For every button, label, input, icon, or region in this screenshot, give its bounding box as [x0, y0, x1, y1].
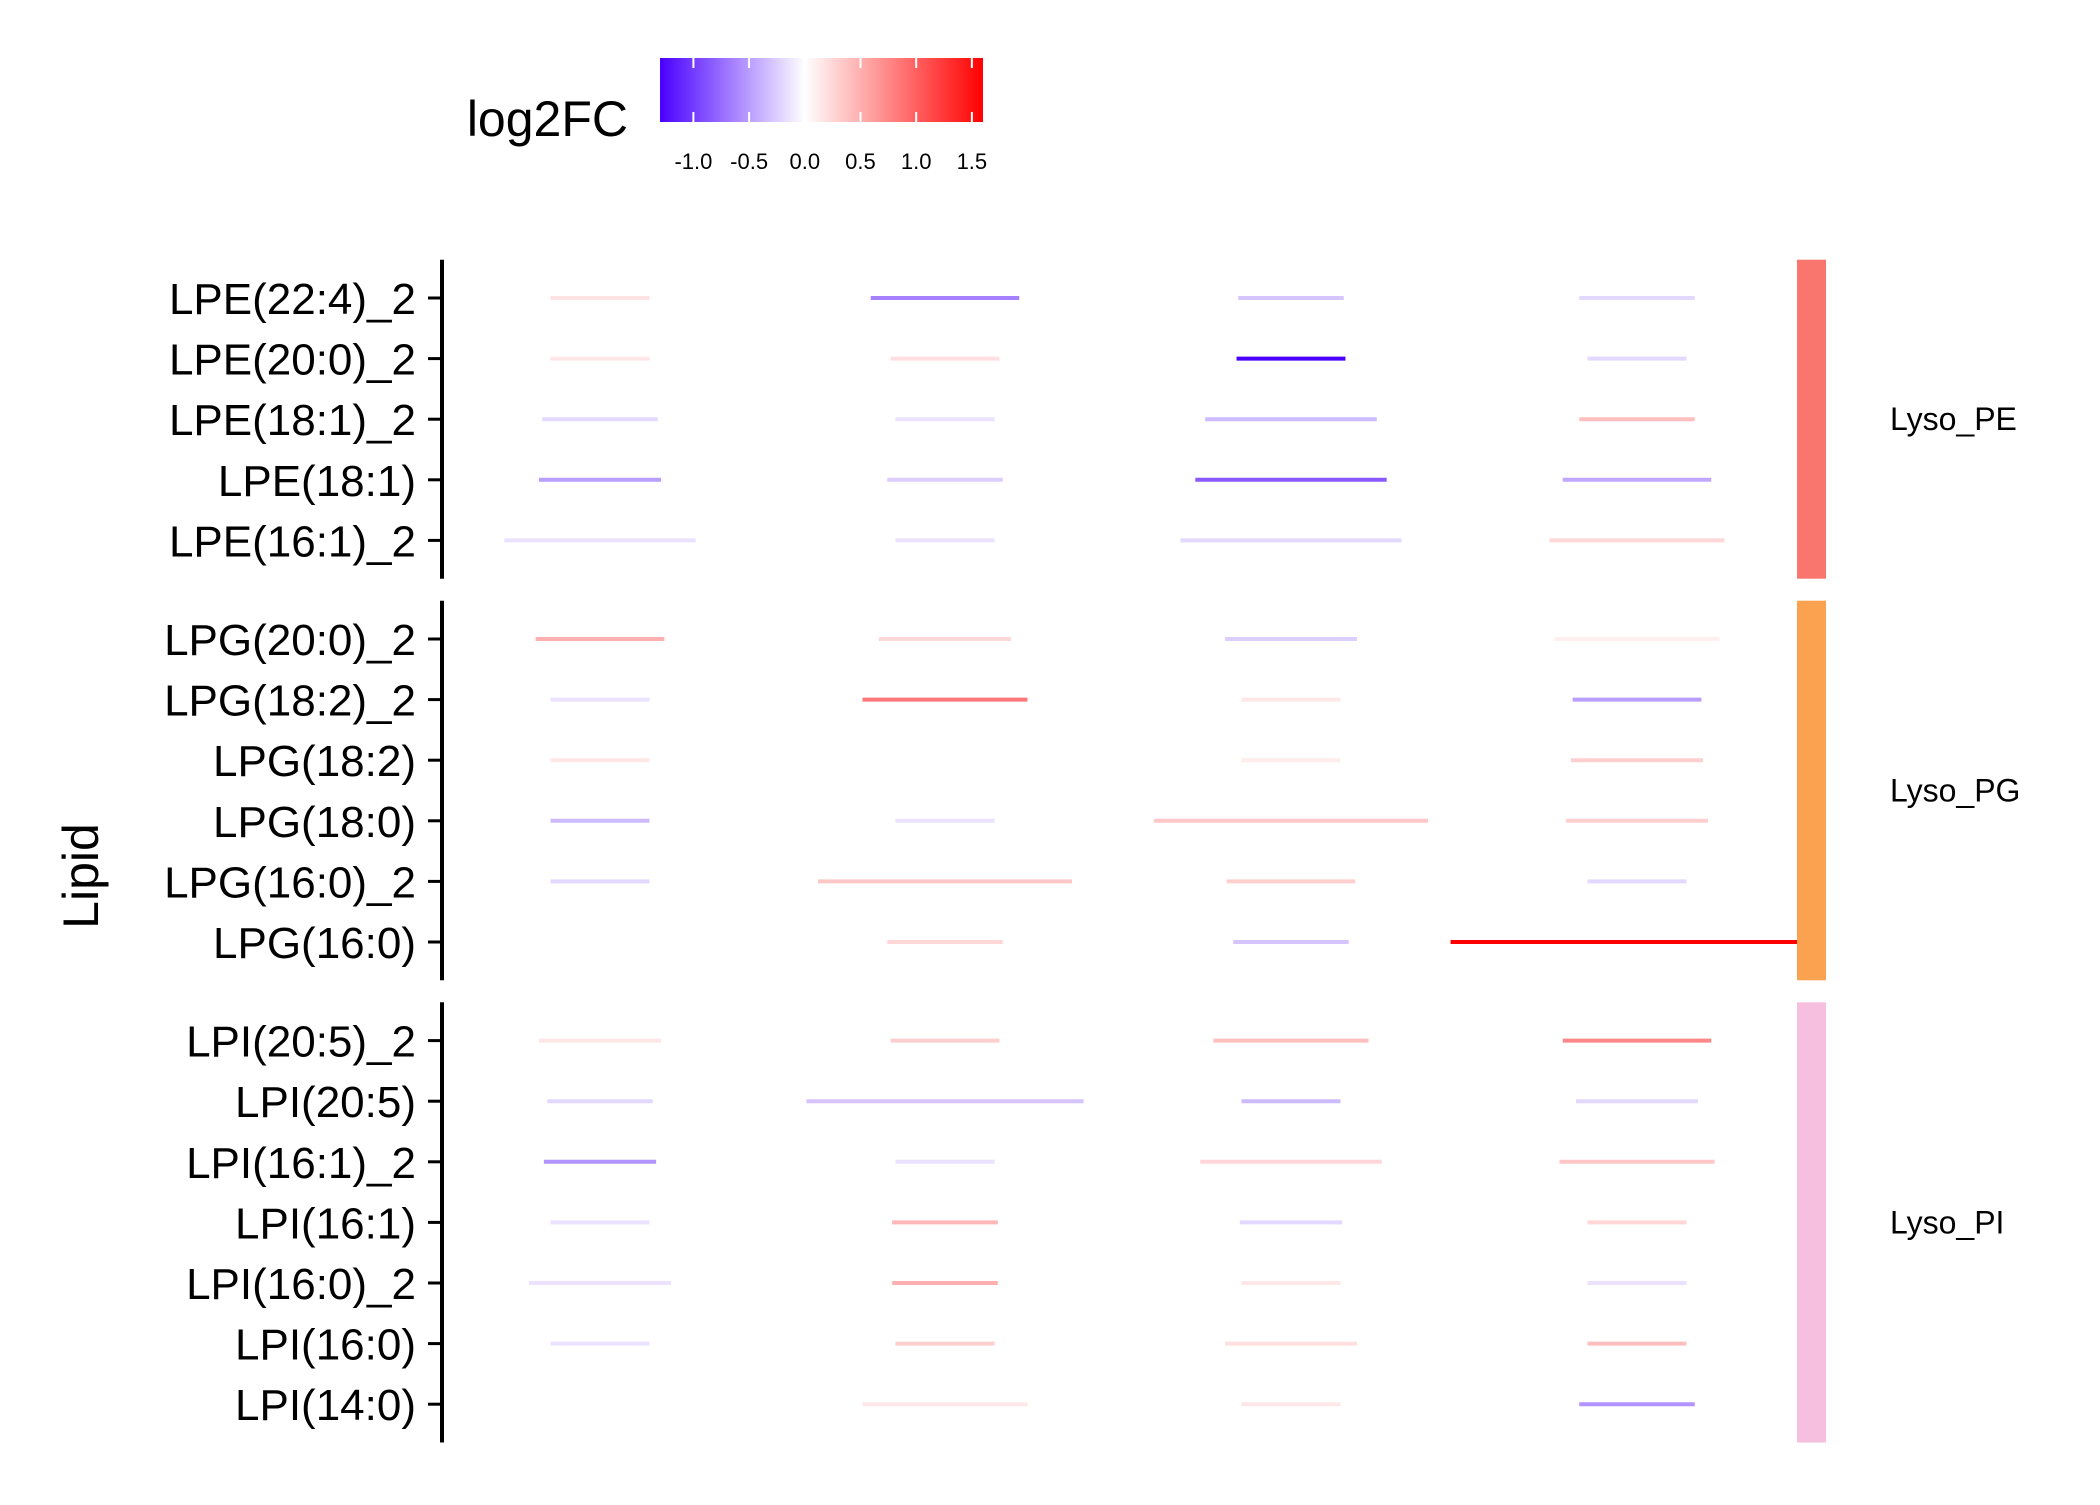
group-label: Lyso_PI: [1890, 1204, 2004, 1240]
y-tick-label: LPE(18:1): [218, 457, 416, 506]
y-tick-label: LPI(16:1): [235, 1199, 416, 1248]
y-axis-title: Lipid: [53, 823, 109, 929]
legend-colorbar: [660, 58, 983, 122]
y-tick-label: LPE(22:4)_2: [169, 275, 416, 324]
y-tick-label: LPE(16:1)_2: [169, 517, 416, 566]
group-color-bar: [1797, 600, 1826, 981]
y-tick-label: LPI(16:1)_2: [186, 1139, 416, 1188]
y-tick-label: LPI(20:5): [235, 1078, 416, 1127]
legend-tick-label: 0.5: [845, 149, 876, 174]
y-tick-label: LPE(20:0)_2: [169, 336, 416, 385]
legend-title: log2FC: [467, 91, 628, 147]
group-label: Lyso_PE: [1890, 401, 2017, 437]
group-color-bar: [1797, 259, 1826, 579]
group-label: Lyso_PG: [1890, 773, 2020, 809]
heatmap-panels: LPE(22:4)_2 LPE(20:0)_2 LPE(18:1)_2 LPE(18:…: [164, 259, 2020, 1443]
y-tick-label: LPG(20:0)_2: [164, 616, 416, 665]
y-tick-label: LPI(16:0)_2: [186, 1260, 416, 1309]
legend-tick-label: 0.0: [789, 149, 820, 174]
color-legend: log2FC -1.0 -0.5 0.0 0.5 1.0 1.5: [467, 58, 987, 174]
y-axis-title-group: Lipid: [53, 823, 109, 929]
legend-tick-label: 1.0: [901, 149, 932, 174]
y-tick-label: LPG(18:2)_2: [164, 677, 416, 726]
group-color-bar: [1797, 1002, 1826, 1443]
y-tick-label: LPE(18:1)_2: [169, 396, 416, 445]
legend-tick-label: -0.5: [730, 149, 768, 174]
y-tick-label: LPI(14:0): [235, 1381, 416, 1430]
y-tick-label: LPI(20:5)_2: [186, 1018, 416, 1067]
y-tick-label: LPG(18:0): [213, 798, 416, 847]
legend-ticks: -1.0 -0.5 0.0 0.5 1.0 1.5: [674, 58, 987, 174]
y-tick-label: LPG(16:0): [213, 919, 416, 968]
panel-lyso-pi: LPI(20:5)_2 LPI(20:5) LPI(16:1)_2 LPI(16:1)…: [186, 1002, 2004, 1443]
panel-lyso-pe: LPE(22:4)_2 LPE(20:0)_2 LPE(18:1)_2 LPE(18:…: [169, 259, 2017, 579]
y-tick-label: LPG(18:2): [213, 737, 416, 786]
panel-lyso-pg: LPG(20:0)_2 LPG(18:2)_2 LPG(18:2) LPG(18:0)…: [164, 600, 2020, 981]
legend-tick-label: 1.5: [957, 149, 988, 174]
legend-tick-label: -1.0: [674, 149, 712, 174]
y-tick-label: LPG(16:0)_2: [164, 858, 416, 907]
y-tick-label: LPI(16:0): [235, 1321, 416, 1370]
